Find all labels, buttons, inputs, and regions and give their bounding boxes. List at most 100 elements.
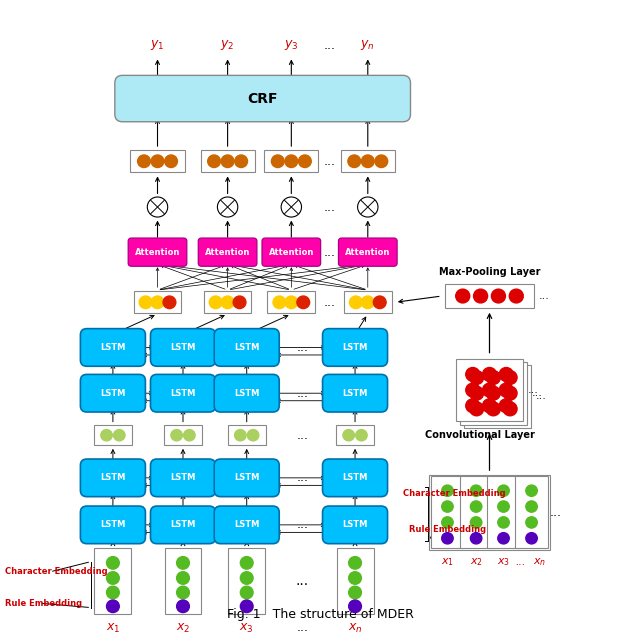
FancyBboxPatch shape	[228, 425, 266, 445]
Circle shape	[442, 501, 453, 512]
Circle shape	[208, 155, 220, 167]
Circle shape	[470, 501, 482, 512]
Text: LSTM: LSTM	[100, 473, 125, 482]
Circle shape	[526, 532, 538, 544]
FancyBboxPatch shape	[150, 459, 216, 497]
Text: Rule Embedding: Rule Embedding	[409, 525, 486, 534]
Text: LSTM: LSTM	[170, 343, 196, 352]
Text: LSTM: LSTM	[234, 389, 259, 398]
Circle shape	[348, 155, 360, 167]
Text: $x_3$: $x_3$	[497, 556, 510, 568]
Circle shape	[298, 155, 311, 167]
FancyBboxPatch shape	[323, 375, 388, 412]
FancyBboxPatch shape	[214, 375, 279, 412]
Circle shape	[241, 572, 253, 584]
Circle shape	[474, 405, 488, 419]
Text: LSTM: LSTM	[170, 473, 196, 482]
Text: ...: ...	[536, 391, 547, 401]
Text: ...: ...	[296, 429, 308, 442]
Circle shape	[349, 600, 362, 612]
Text: LSTM: LSTM	[342, 520, 368, 529]
Circle shape	[470, 371, 484, 384]
FancyBboxPatch shape	[339, 238, 397, 266]
Circle shape	[235, 155, 248, 167]
Text: ...: ...	[324, 245, 335, 259]
Text: Character Embedding: Character Embedding	[4, 567, 108, 576]
Text: Attention: Attention	[345, 247, 390, 257]
FancyBboxPatch shape	[344, 291, 392, 314]
Text: LSTM: LSTM	[100, 520, 125, 529]
Circle shape	[106, 600, 119, 612]
Circle shape	[106, 556, 119, 569]
Circle shape	[139, 296, 152, 308]
Circle shape	[442, 532, 453, 544]
FancyBboxPatch shape	[340, 150, 395, 172]
Text: LSTM: LSTM	[100, 343, 125, 352]
Text: ...: ...	[296, 621, 308, 635]
Text: $x_2$: $x_2$	[176, 621, 190, 635]
Text: ...: ...	[540, 291, 550, 301]
Circle shape	[247, 429, 259, 441]
Circle shape	[470, 386, 484, 400]
Circle shape	[106, 586, 119, 598]
Circle shape	[503, 386, 517, 400]
Text: Max-Pooling Layer: Max-Pooling Layer	[439, 266, 540, 277]
Circle shape	[177, 556, 189, 569]
Circle shape	[177, 586, 189, 598]
Circle shape	[470, 532, 482, 544]
Circle shape	[486, 402, 500, 416]
Circle shape	[499, 368, 513, 382]
FancyBboxPatch shape	[336, 425, 374, 445]
Text: $y_1$: $y_1$	[150, 38, 164, 52]
FancyBboxPatch shape	[94, 425, 132, 445]
Circle shape	[490, 389, 504, 403]
Text: ...: ...	[296, 387, 308, 399]
Circle shape	[492, 289, 506, 303]
Circle shape	[486, 371, 500, 384]
Circle shape	[151, 296, 164, 308]
Circle shape	[362, 296, 374, 308]
FancyBboxPatch shape	[268, 291, 316, 314]
Text: $y_3$: $y_3$	[284, 38, 299, 52]
Circle shape	[349, 296, 362, 308]
Text: $y_n$: $y_n$	[360, 38, 375, 52]
FancyBboxPatch shape	[214, 329, 279, 366]
Circle shape	[218, 197, 238, 217]
Circle shape	[470, 517, 482, 528]
FancyBboxPatch shape	[150, 506, 216, 544]
Circle shape	[498, 501, 509, 512]
Circle shape	[526, 485, 538, 496]
Text: ...: ...	[532, 388, 543, 398]
Circle shape	[106, 572, 119, 584]
Circle shape	[466, 383, 480, 397]
Text: ...: ...	[324, 296, 335, 309]
Text: ...: ...	[296, 471, 308, 485]
Circle shape	[233, 296, 246, 308]
Circle shape	[456, 289, 470, 303]
Circle shape	[474, 289, 488, 303]
Circle shape	[273, 296, 285, 308]
Text: LSTM: LSTM	[234, 473, 259, 482]
Circle shape	[349, 556, 362, 569]
Text: Attention: Attention	[269, 247, 314, 257]
Circle shape	[499, 399, 513, 413]
Circle shape	[503, 371, 517, 384]
FancyBboxPatch shape	[164, 425, 202, 445]
FancyBboxPatch shape	[81, 375, 145, 412]
Circle shape	[349, 586, 362, 598]
Circle shape	[483, 368, 497, 382]
Text: Attention: Attention	[205, 247, 250, 257]
Text: $y_2$: $y_2$	[220, 38, 235, 52]
Circle shape	[470, 402, 484, 416]
Circle shape	[526, 501, 538, 512]
Circle shape	[241, 600, 253, 612]
Text: CRF: CRF	[248, 92, 278, 106]
Text: ...: ...	[324, 39, 335, 52]
Circle shape	[235, 429, 246, 441]
Text: Fig. 1   The structure of MDER: Fig. 1 The structure of MDER	[227, 608, 413, 621]
Text: ...: ...	[324, 200, 335, 214]
Text: ...: ...	[515, 557, 526, 567]
Circle shape	[349, 572, 362, 584]
Circle shape	[147, 197, 168, 217]
Circle shape	[499, 383, 513, 397]
